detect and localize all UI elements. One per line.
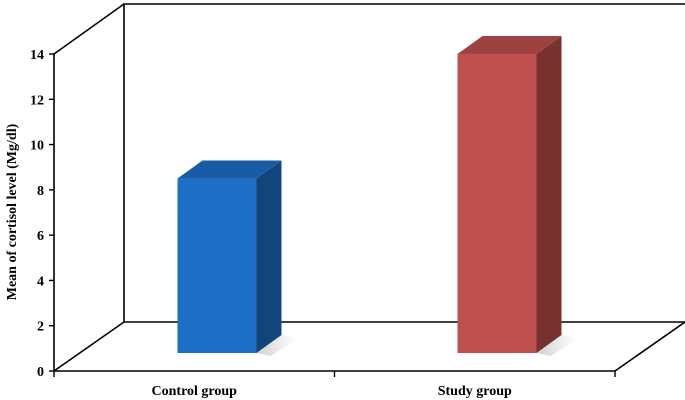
bar-top-face <box>457 36 562 54</box>
y-tick-label: 12 <box>30 93 44 108</box>
bar-shadow <box>256 335 298 356</box>
y-tick-label: 10 <box>30 139 44 154</box>
y-tick-label: 6 <box>37 229 44 244</box>
bar-top-face <box>177 160 282 179</box>
y-tick-label: 2 <box>37 320 44 335</box>
bar-side-face <box>536 36 562 353</box>
floor-right-depth-edge <box>614 321 685 372</box>
bars-layer <box>177 36 578 356</box>
y-tick-label: 0 <box>37 365 44 380</box>
left-wall-top-edge <box>53 3 125 55</box>
bar-front-face <box>457 54 537 353</box>
bar-side-face <box>256 160 282 353</box>
bar-study-group <box>457 36 578 356</box>
y-tick-label: 4 <box>37 274 44 289</box>
bar-shadow <box>536 335 578 356</box>
x-category-label: Control group <box>152 384 238 399</box>
y-axis-title: Mean of cortisol level (Mg/dl) <box>5 123 20 300</box>
floor-left-depth-edge <box>53 321 125 372</box>
bar-control-group <box>177 160 298 356</box>
x-axis-labels: Control group Study group <box>152 384 512 399</box>
y-axis-ticks: 0 2 4 6 8 10 12 14 <box>30 48 616 380</box>
y-tick-label: 8 <box>37 184 44 199</box>
bar-front-face <box>177 178 257 353</box>
y-tick-label: 14 <box>30 48 44 63</box>
x-category-label: Study group <box>438 384 512 399</box>
chart-frame <box>53 3 685 372</box>
